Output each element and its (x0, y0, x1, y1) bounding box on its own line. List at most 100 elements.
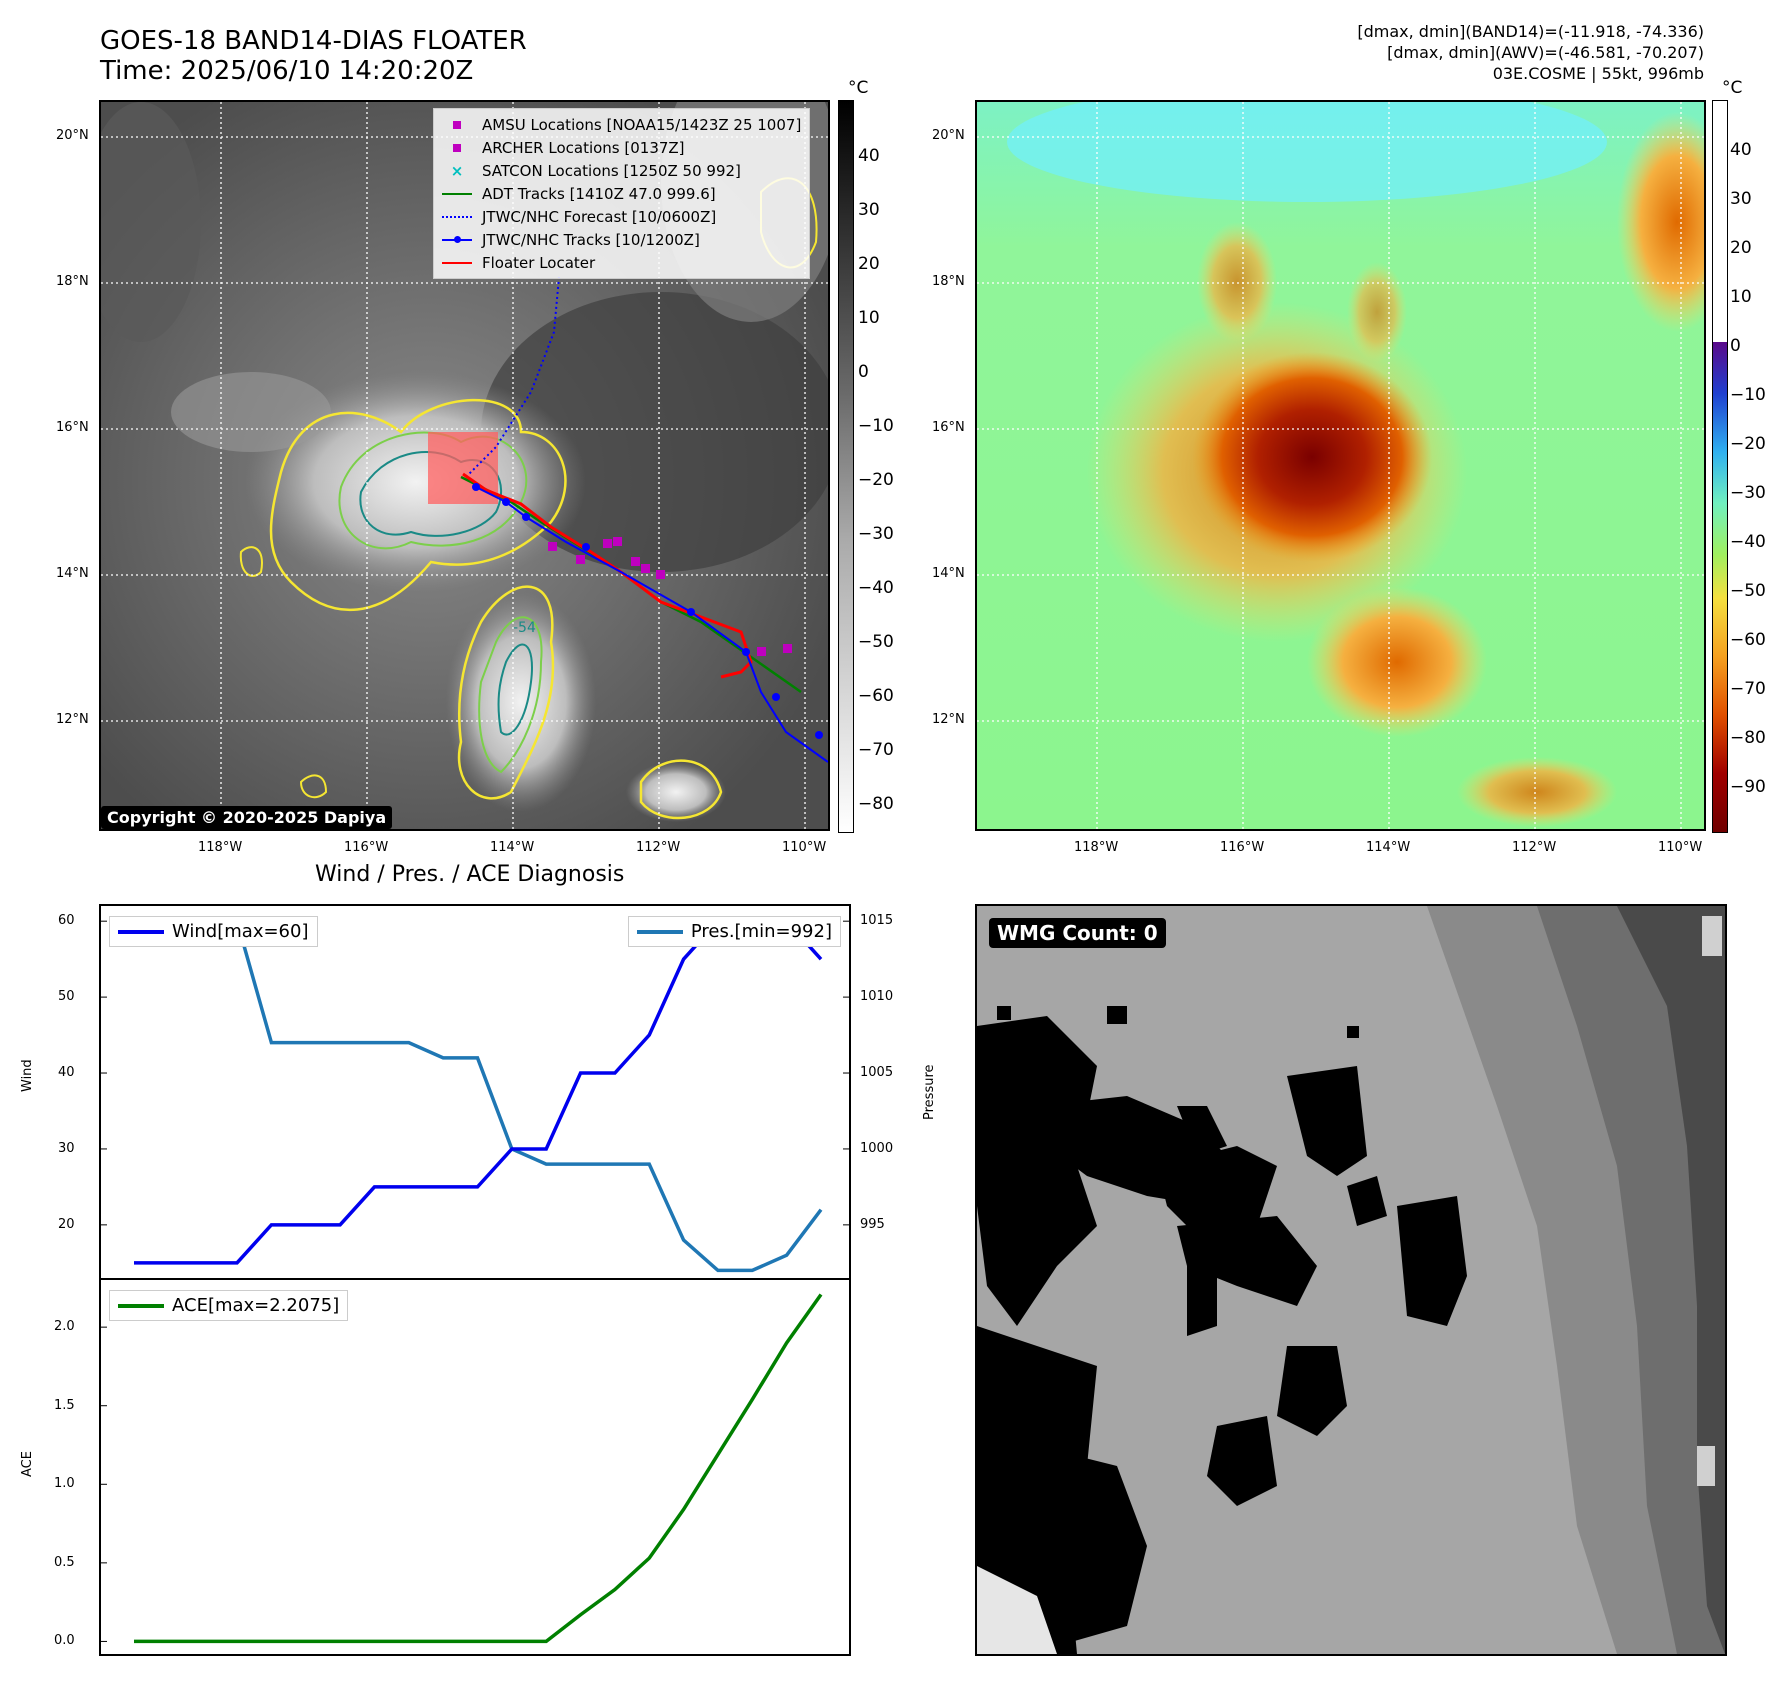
colorbar-tick: −80 (858, 794, 894, 814)
wmg-image (977, 906, 1725, 1654)
colorbar-tick: 10 (858, 308, 880, 328)
colorbar-unit: °C (848, 78, 869, 98)
dmax-band14: [dmax, dmin](BAND14)=(-11.918, -74.336) (1357, 22, 1704, 41)
ace-tick-label: 1.5 (54, 1397, 75, 1413)
wind-tick-label: 40 (58, 1065, 75, 1081)
lat-label: 20°N (932, 128, 965, 143)
ace-axis-label: ACE (20, 1451, 35, 1477)
wmg-panel: WMG Count: 0 (975, 904, 1727, 1656)
lat-label: 18°N (932, 274, 965, 289)
colorbar-tick: −20 (858, 470, 894, 490)
awv-colorbar (1712, 100, 1728, 833)
ace-panel: ACE[max=2.2075] (99, 1278, 851, 1656)
ace-line (134, 1293, 823, 1644)
colorbar-tick: −40 (1730, 532, 1766, 552)
legend-item-archer: ARCHER Locations [0137Z] (442, 136, 801, 159)
legend-item-forecast: JTWC/NHC Forecast [10/0600Z] (442, 205, 801, 228)
wind-pres-chart (101, 919, 849, 1273)
colorbar-tick: −20 (1730, 434, 1766, 454)
lat-label: 16°N (932, 420, 965, 435)
colorbar-tick: −10 (858, 416, 894, 436)
storm-info: 03E.COSME | 55kt, 996mb (1492, 64, 1704, 83)
colorbar-tick: −70 (858, 740, 894, 760)
colorbar-tick: −60 (1730, 630, 1766, 650)
wmg-count-badge: WMG Count: 0 (989, 918, 1166, 948)
awv-map-image (977, 102, 1704, 829)
lon-label: 118°W (198, 840, 243, 855)
colorbar-tick: −50 (1730, 581, 1766, 601)
figure-title: GOES-18 BAND14-DIAS FLOATER (100, 26, 527, 56)
pres-legend: Pres.[min=992] (627, 916, 841, 947)
colorbar-tick: −50 (858, 632, 894, 652)
wind-axis-label: Wind (20, 1059, 35, 1092)
ace-legend-swatch (118, 1303, 164, 1308)
lat-label: 14°N (932, 566, 965, 581)
wind-legend-swatch (118, 929, 164, 934)
ace-legend: ACE[max=2.2075] (109, 1290, 349, 1321)
legend-item-adt: ADT Tracks [1410Z 47.0 999.6] (442, 182, 801, 205)
diagnosis-title: Wind / Pres. / ACE Diagnosis (315, 862, 625, 887)
colorbar-tick: 40 (1730, 140, 1752, 160)
lat-label: 12°N (932, 712, 965, 727)
lon-label: 112°W (636, 840, 681, 855)
colorbar-tick: 30 (1730, 189, 1752, 209)
lon-label: 116°W (1220, 840, 1265, 855)
wind-tick-label: 30 (58, 1140, 75, 1156)
ace-tick-label: 0.0 (54, 1633, 75, 1649)
colorbar-tick: −30 (858, 524, 894, 544)
contour-label: -54 (513, 620, 536, 636)
copyright-notice: Copyright © 2020-2025 Dapiya (101, 806, 393, 829)
pressure-line (134, 919, 823, 1273)
colorbar-tick: 0 (1730, 336, 1741, 356)
pressure-tick-label: 1005 (860, 1065, 894, 1081)
figure-time: Time: 2025/06/10 14:20:20Z (100, 56, 474, 86)
lon-label: 114°W (490, 840, 535, 855)
pressure-tick-label: 995 (860, 1216, 885, 1232)
lon-label: 116°W (344, 840, 389, 855)
legend-item-amsu: AMSU Locations [NOAA15/1423Z 25 1007] (442, 113, 801, 136)
lon-label: 110°W (1658, 840, 1703, 855)
colorbar-tick: −80 (1730, 728, 1766, 748)
lon-label: 114°W (1366, 840, 1411, 855)
wind-pres-panel: Wind[max=60] Pres.[min=992] (99, 904, 851, 1280)
colorbar-tick: 10 (1730, 287, 1752, 307)
dmax-awv: [dmax, dmin](AWV)=(-46.581, -70.207) (1387, 43, 1704, 62)
wind-tick-label: 60 (58, 913, 75, 929)
pressure-tick-label: 1010 (860, 989, 894, 1005)
lon-label: 112°W (1512, 840, 1557, 855)
ace-tick-label: 0.5 (54, 1554, 75, 1570)
ace-chart (101, 1293, 823, 1644)
colorbar-unit: °C (1722, 78, 1743, 98)
colorbar-tick: 0 (858, 362, 869, 382)
colorbar-tick: −30 (1730, 483, 1766, 503)
colorbar-tick: −90 (1730, 777, 1766, 797)
lat-label: 18°N (56, 274, 89, 289)
lat-label: 20°N (56, 128, 89, 143)
ace-tick-label: 1.0 (54, 1476, 75, 1492)
colorbar-tick: 30 (858, 200, 880, 220)
lat-label: 12°N (56, 712, 89, 727)
colorbar-tick: −70 (1730, 679, 1766, 699)
colorbar-tick: 40 (858, 146, 880, 166)
wind-legend: Wind[max=60] (109, 916, 318, 947)
wind-tick-label: 20 (58, 1216, 75, 1232)
legend-item-tracks: JTWC/NHC Tracks [10/1200Z] (442, 228, 801, 251)
pressure-tick-label: 1015 (860, 913, 894, 929)
pressure-tick-label: 1000 (860, 1140, 894, 1156)
lat-label: 16°N (56, 420, 89, 435)
colorbar-tick: 20 (1730, 238, 1752, 258)
lon-label: 110°W (782, 840, 827, 855)
ir-colorbar (838, 100, 854, 833)
colorbar-tick: 20 (858, 254, 880, 274)
colorbar-tick: −40 (858, 578, 894, 598)
pressure-axis-label: Pressure (922, 1064, 937, 1120)
colorbar-tick: −10 (1730, 385, 1766, 405)
pres-legend-swatch (636, 929, 683, 934)
ir-map-panel: -54 AMSU Location (99, 100, 830, 831)
awv-map-panel (975, 100, 1706, 831)
ir-map-legend: AMSU Locations [NOAA15/1423Z 25 1007] AR… (433, 108, 811, 279)
wind-tick-label: 50 (58, 989, 75, 1005)
colorbar-tick: −60 (858, 686, 894, 706)
legend-item-floater: Floater Locater (442, 251, 801, 274)
legend-item-satcon: × SATCON Locations [1250Z 50 992] (450, 161, 741, 180)
